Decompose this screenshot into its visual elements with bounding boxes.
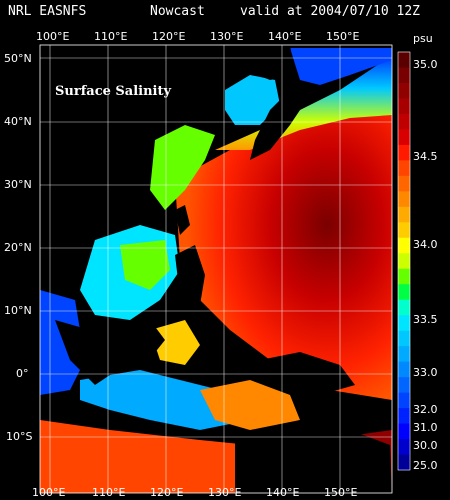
lon-label-100-top: 100°E <box>36 30 70 43</box>
colorbar-swatch <box>398 423 410 440</box>
lat-label-0: 0° <box>16 367 29 380</box>
lat-label-20n: 20°N <box>4 241 32 254</box>
asia-mainland <box>40 45 295 290</box>
lon-label-110-top: 110°E <box>94 30 128 43</box>
colorbar-swatch <box>398 82 410 99</box>
colorbar-swatch <box>398 454 410 471</box>
lon-label-140-bottom: 140°E <box>266 486 300 499</box>
colorbar-label-25-0: 25.0 <box>413 459 438 472</box>
lat-label-40n: 40°N <box>4 115 32 128</box>
philippines <box>175 245 205 305</box>
source-title: NRL EASNFS <box>8 4 87 19</box>
map-title: Surface Salinity <box>55 84 172 99</box>
colorbar-label-31-0: 31.0 <box>413 421 438 434</box>
colorbar-label-34-0: 34.0 <box>413 238 438 251</box>
colorbar-unit: psu <box>413 32 433 45</box>
colorbar-swatch <box>398 144 410 161</box>
australia <box>235 420 392 493</box>
sumatra <box>55 320 110 385</box>
lon-label-130-bottom: 130°E <box>208 486 242 499</box>
new-guinea <box>260 352 355 395</box>
colorbar-swatch <box>398 206 410 223</box>
colorbar-swatch <box>398 392 410 409</box>
colorbar-swatch <box>398 160 410 177</box>
colorbar <box>397 51 411 471</box>
colorbar-swatch <box>398 191 410 208</box>
colorbar-label-30-0: 30.0 <box>413 439 438 452</box>
java-sea <box>80 370 250 430</box>
colorbar-swatch <box>398 346 410 363</box>
andaman-sea <box>40 290 85 395</box>
graticule <box>40 45 392 493</box>
lat-label-10n: 10°N <box>4 304 32 317</box>
lon-label-120-top: 120°E <box>152 30 186 43</box>
colorbar-swatch <box>398 175 410 192</box>
lat-label-30n: 30°N <box>4 178 32 191</box>
colorbar-swatch <box>398 98 410 115</box>
colorbar-swatch <box>398 129 410 146</box>
colorbar-swatch <box>398 113 410 130</box>
lon-label-110-bottom: 110°E <box>92 486 126 499</box>
colorbar-swatch <box>398 237 410 254</box>
north-pacific-band <box>215 55 392 150</box>
colorbar-label-34-5: 34.5 <box>413 150 438 163</box>
lat-label-10s: 10°S <box>6 430 33 443</box>
product-title: Nowcast <box>150 4 205 19</box>
colorbar-label-33-5: 33.5 <box>413 313 438 326</box>
pacific-ocean <box>175 108 392 400</box>
colorbar-swatch <box>398 330 410 347</box>
valid-time: valid at 2004/07/10 12Z <box>240 4 421 19</box>
lon-label-100-bottom: 100°E <box>32 486 66 499</box>
lat-label-50n: 50°N <box>4 52 32 65</box>
colorbar-swatch <box>398 52 410 68</box>
colorbar-swatch <box>398 299 410 316</box>
colorbar-swatch <box>398 222 410 239</box>
colorbar-label-32-0: 32.0 <box>413 403 438 416</box>
colorbar-label-33-0: 33.0 <box>413 366 438 379</box>
colorbar-swatch <box>398 377 410 394</box>
colorbar-swatch <box>398 268 410 285</box>
lon-label-150-top: 150°E <box>326 30 360 43</box>
japan <box>250 85 310 160</box>
borneo <box>115 320 165 365</box>
lon-label-150-bottom: 150°E <box>324 486 358 499</box>
lon-label-140-top: 140°E <box>268 30 302 43</box>
lon-label-120-bottom: 120°E <box>150 486 184 499</box>
colorbar-label-35-0: 35.0 <box>413 58 438 71</box>
colorbar-swatch <box>398 67 410 84</box>
colorbar-swatch <box>398 315 410 332</box>
colorbar-swatch <box>398 284 410 301</box>
lon-label-130-top: 130°E <box>210 30 244 43</box>
colorbar-swatch <box>398 439 410 456</box>
sea-of-japan <box>225 75 280 125</box>
colorbar-swatch <box>398 253 410 270</box>
colorbar-swatch <box>398 408 410 425</box>
okhotsk-sea <box>290 48 392 85</box>
taiwan <box>175 205 190 235</box>
colorbar-swatch <box>398 361 410 378</box>
